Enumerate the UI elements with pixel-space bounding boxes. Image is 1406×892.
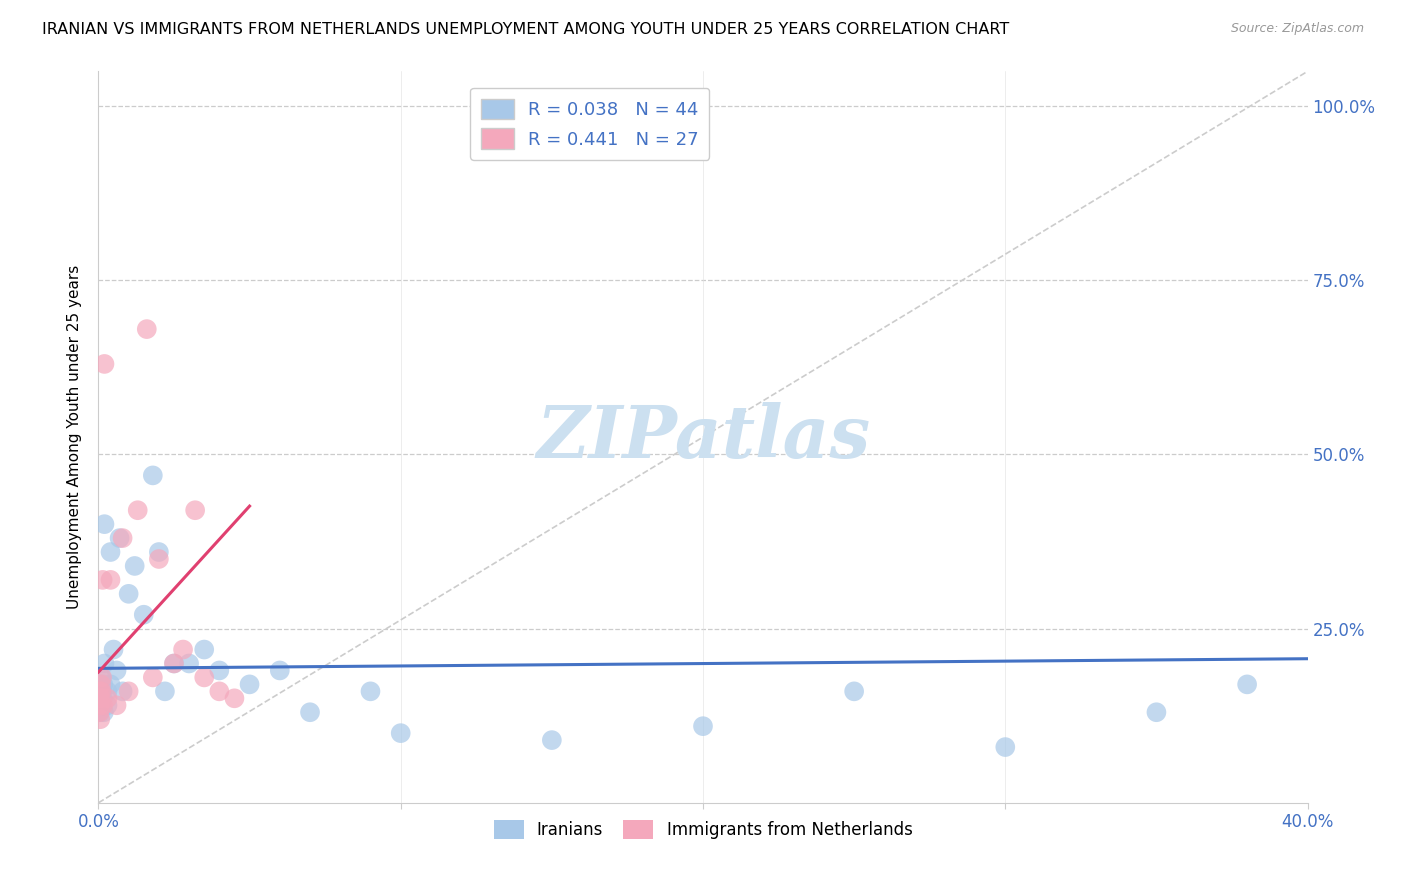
Iranians: [148, 545, 170, 559]
Immigrants from Netherlands: [142, 670, 165, 684]
Immigrants from Netherlands: [91, 573, 114, 587]
Immigrants from Netherlands: [184, 503, 207, 517]
Iranians: [89, 691, 111, 706]
Iranians: [91, 684, 114, 698]
Iranians: [142, 468, 165, 483]
Iranians: [239, 677, 262, 691]
Immigrants from Netherlands: [93, 357, 115, 371]
Iranians: [111, 684, 134, 698]
Immigrants from Netherlands: [105, 698, 128, 713]
Immigrants from Netherlands: [89, 684, 111, 698]
Text: ZIPatlas: ZIPatlas: [536, 401, 870, 473]
Immigrants from Netherlands: [163, 657, 186, 671]
Iranians: [90, 691, 112, 706]
Iranians: [89, 705, 111, 719]
Iranians: [87, 684, 110, 698]
Immigrants from Netherlands: [89, 698, 111, 713]
Immigrants from Netherlands: [89, 705, 111, 719]
Immigrants from Netherlands: [91, 698, 114, 713]
Immigrants from Netherlands: [87, 691, 110, 706]
Iranians: [96, 698, 118, 713]
Iranians: [269, 664, 291, 678]
Immigrants from Netherlands: [96, 691, 118, 706]
Iranians: [299, 705, 322, 719]
Iranians: [1236, 677, 1258, 691]
Iranians: [389, 726, 412, 740]
Iranians: [994, 740, 1017, 755]
Iranians: [108, 531, 131, 545]
Iranians: [93, 517, 115, 532]
Iranians: [93, 705, 115, 719]
Immigrants from Netherlands: [208, 684, 231, 698]
Text: IRANIAN VS IMMIGRANTS FROM NETHERLANDS UNEMPLOYMENT AMONG YOUTH UNDER 25 YEARS C: IRANIAN VS IMMIGRANTS FROM NETHERLANDS U…: [42, 22, 1010, 37]
Iranians: [118, 587, 141, 601]
Immigrants from Netherlands: [118, 684, 141, 698]
Immigrants from Netherlands: [91, 670, 114, 684]
Text: Source: ZipAtlas.com: Source: ZipAtlas.com: [1230, 22, 1364, 36]
Iranians: [844, 684, 866, 698]
Iranians: [91, 677, 114, 691]
Immigrants from Netherlands: [89, 712, 111, 726]
Iranians: [96, 684, 118, 698]
Immigrants from Netherlands: [224, 691, 246, 706]
Iranians: [692, 719, 714, 733]
Immigrants from Netherlands: [90, 677, 112, 691]
Iranians: [90, 670, 112, 684]
Iranians: [208, 664, 231, 678]
Immigrants from Netherlands: [135, 322, 157, 336]
Y-axis label: Unemployment Among Youth under 25 years: Unemployment Among Youth under 25 years: [67, 265, 83, 609]
Immigrants from Netherlands: [127, 503, 149, 517]
Iranians: [1144, 705, 1167, 719]
Iranians: [89, 698, 111, 713]
Immigrants from Netherlands: [172, 642, 194, 657]
Immigrants from Netherlands: [193, 670, 215, 684]
Legend: Iranians, Immigrants from Netherlands: Iranians, Immigrants from Netherlands: [486, 814, 920, 846]
Immigrants from Netherlands: [100, 573, 122, 587]
Iranians: [124, 558, 146, 573]
Immigrants from Netherlands: [148, 552, 170, 566]
Immigrants from Netherlands: [90, 684, 112, 698]
Iranians: [90, 698, 112, 713]
Iranians: [100, 677, 122, 691]
Iranians: [90, 684, 112, 698]
Iranians: [132, 607, 155, 622]
Iranians: [91, 691, 114, 706]
Iranians: [360, 684, 382, 698]
Iranians: [540, 733, 562, 747]
Immigrants from Netherlands: [90, 691, 112, 706]
Iranians: [100, 545, 122, 559]
Iranians: [93, 657, 115, 671]
Iranians: [105, 664, 128, 678]
Iranians: [179, 657, 201, 671]
Iranians: [193, 642, 215, 657]
Iranians: [89, 677, 111, 691]
Immigrants from Netherlands: [111, 531, 134, 545]
Iranians: [163, 657, 186, 671]
Iranians: [153, 684, 176, 698]
Iranians: [103, 642, 125, 657]
